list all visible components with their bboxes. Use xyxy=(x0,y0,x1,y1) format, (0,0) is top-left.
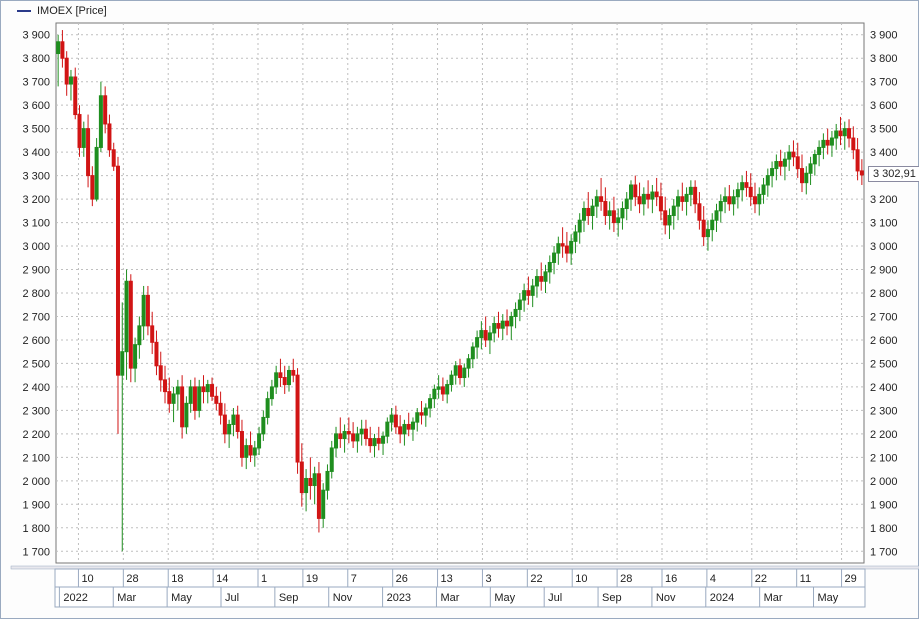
svg-text:16: 16 xyxy=(665,573,677,585)
svg-text:Sep: Sep xyxy=(602,592,622,604)
svg-text:3 800: 3 800 xyxy=(870,53,898,65)
svg-text:2 700: 2 700 xyxy=(870,311,898,323)
svg-text:May: May xyxy=(818,592,839,604)
svg-text:2 200: 2 200 xyxy=(870,429,898,441)
svg-text:3 300: 3 300 xyxy=(22,171,50,183)
svg-text:22: 22 xyxy=(755,573,767,585)
svg-text:3 600: 3 600 xyxy=(870,100,898,112)
svg-text:1 900: 1 900 xyxy=(870,499,898,511)
svg-text:Mar: Mar xyxy=(440,592,459,604)
price-chart: 1 700 1 700 1 800 1 800 1 900 1 900 2 000 2 000… xyxy=(1,1,919,619)
svg-text:May: May xyxy=(171,592,192,604)
svg-text:28: 28 xyxy=(620,573,632,585)
svg-text:3 800: 3 800 xyxy=(22,53,50,65)
svg-text:19: 19 xyxy=(306,573,318,585)
svg-text:Jul: Jul xyxy=(225,592,239,604)
chart-frame: IMOEX [Price] 1 7001 7001 8001 8001 9001… xyxy=(0,0,919,619)
svg-text:3 100: 3 100 xyxy=(870,218,898,230)
svg-text:2 600: 2 600 xyxy=(870,335,898,347)
svg-text:3 000: 3 000 xyxy=(22,241,50,253)
svg-text:1 700: 1 700 xyxy=(870,546,898,558)
svg-text:26: 26 xyxy=(396,573,408,585)
svg-text:2 300: 2 300 xyxy=(870,405,898,417)
svg-text:13: 13 xyxy=(441,573,453,585)
svg-text:1: 1 xyxy=(261,573,267,585)
svg-text:2 900: 2 900 xyxy=(22,265,50,277)
svg-text:1 800: 1 800 xyxy=(870,523,898,535)
svg-text:Mar: Mar xyxy=(764,592,783,604)
svg-text:2 400: 2 400 xyxy=(22,382,50,394)
svg-text:Sep: Sep xyxy=(279,592,299,604)
svg-text:2 800: 2 800 xyxy=(22,288,50,300)
svg-text:Nov: Nov xyxy=(656,592,676,604)
svg-text:1 700: 1 700 xyxy=(22,546,50,558)
svg-text:3 400: 3 400 xyxy=(22,147,50,159)
svg-text:3 000: 3 000 xyxy=(870,241,898,253)
svg-text:3 700: 3 700 xyxy=(870,77,898,89)
svg-text:2 000: 2 000 xyxy=(870,476,898,488)
svg-text:2 700: 2 700 xyxy=(22,311,50,323)
svg-text:May: May xyxy=(494,592,515,604)
svg-text:3 500: 3 500 xyxy=(870,124,898,136)
svg-text:2 900: 2 900 xyxy=(870,265,898,277)
svg-text:2 600: 2 600 xyxy=(22,335,50,347)
svg-text:1 900: 1 900 xyxy=(22,499,50,511)
svg-text:Mar: Mar xyxy=(117,592,136,604)
last-price-tag: 3 302,91 xyxy=(868,166,919,182)
svg-text:3 200: 3 200 xyxy=(22,194,50,206)
svg-text:2 800: 2 800 xyxy=(870,288,898,300)
svg-text:3 600: 3 600 xyxy=(22,100,50,112)
svg-text:7: 7 xyxy=(351,573,357,585)
svg-text:10: 10 xyxy=(575,573,587,585)
svg-text:Nov: Nov xyxy=(333,592,353,604)
svg-text:Jul: Jul xyxy=(548,592,562,604)
svg-text:3 100: 3 100 xyxy=(22,218,50,230)
svg-text:11: 11 xyxy=(800,573,811,585)
svg-text:2 500: 2 500 xyxy=(870,358,898,370)
svg-text:2024: 2024 xyxy=(710,592,734,604)
svg-text:28: 28 xyxy=(126,573,138,585)
svg-text:3 400: 3 400 xyxy=(870,147,898,159)
svg-text:14: 14 xyxy=(216,573,228,585)
svg-text:2022: 2022 xyxy=(63,592,87,604)
svg-text:10: 10 xyxy=(81,573,93,585)
svg-text:3 700: 3 700 xyxy=(22,77,50,89)
svg-text:1 800: 1 800 xyxy=(22,523,50,535)
svg-text:2 100: 2 100 xyxy=(22,452,50,464)
svg-text:18: 18 xyxy=(171,573,183,585)
svg-text:4: 4 xyxy=(710,573,716,585)
svg-text:2 300: 2 300 xyxy=(22,405,50,417)
svg-text:2 100: 2 100 xyxy=(870,452,898,464)
svg-text:29: 29 xyxy=(845,573,857,585)
svg-text:2023: 2023 xyxy=(387,592,411,604)
svg-text:3 500: 3 500 xyxy=(22,124,50,136)
svg-text:2 500: 2 500 xyxy=(22,358,50,370)
svg-text:2 000: 2 000 xyxy=(22,476,50,488)
svg-text:3 900: 3 900 xyxy=(870,30,898,42)
svg-text:3 900: 3 900 xyxy=(22,30,50,42)
svg-text:22: 22 xyxy=(530,573,542,585)
svg-text:2 200: 2 200 xyxy=(22,429,50,441)
svg-text:2 400: 2 400 xyxy=(870,382,898,394)
svg-text:3: 3 xyxy=(485,573,491,585)
svg-text:3 200: 3 200 xyxy=(870,194,898,206)
